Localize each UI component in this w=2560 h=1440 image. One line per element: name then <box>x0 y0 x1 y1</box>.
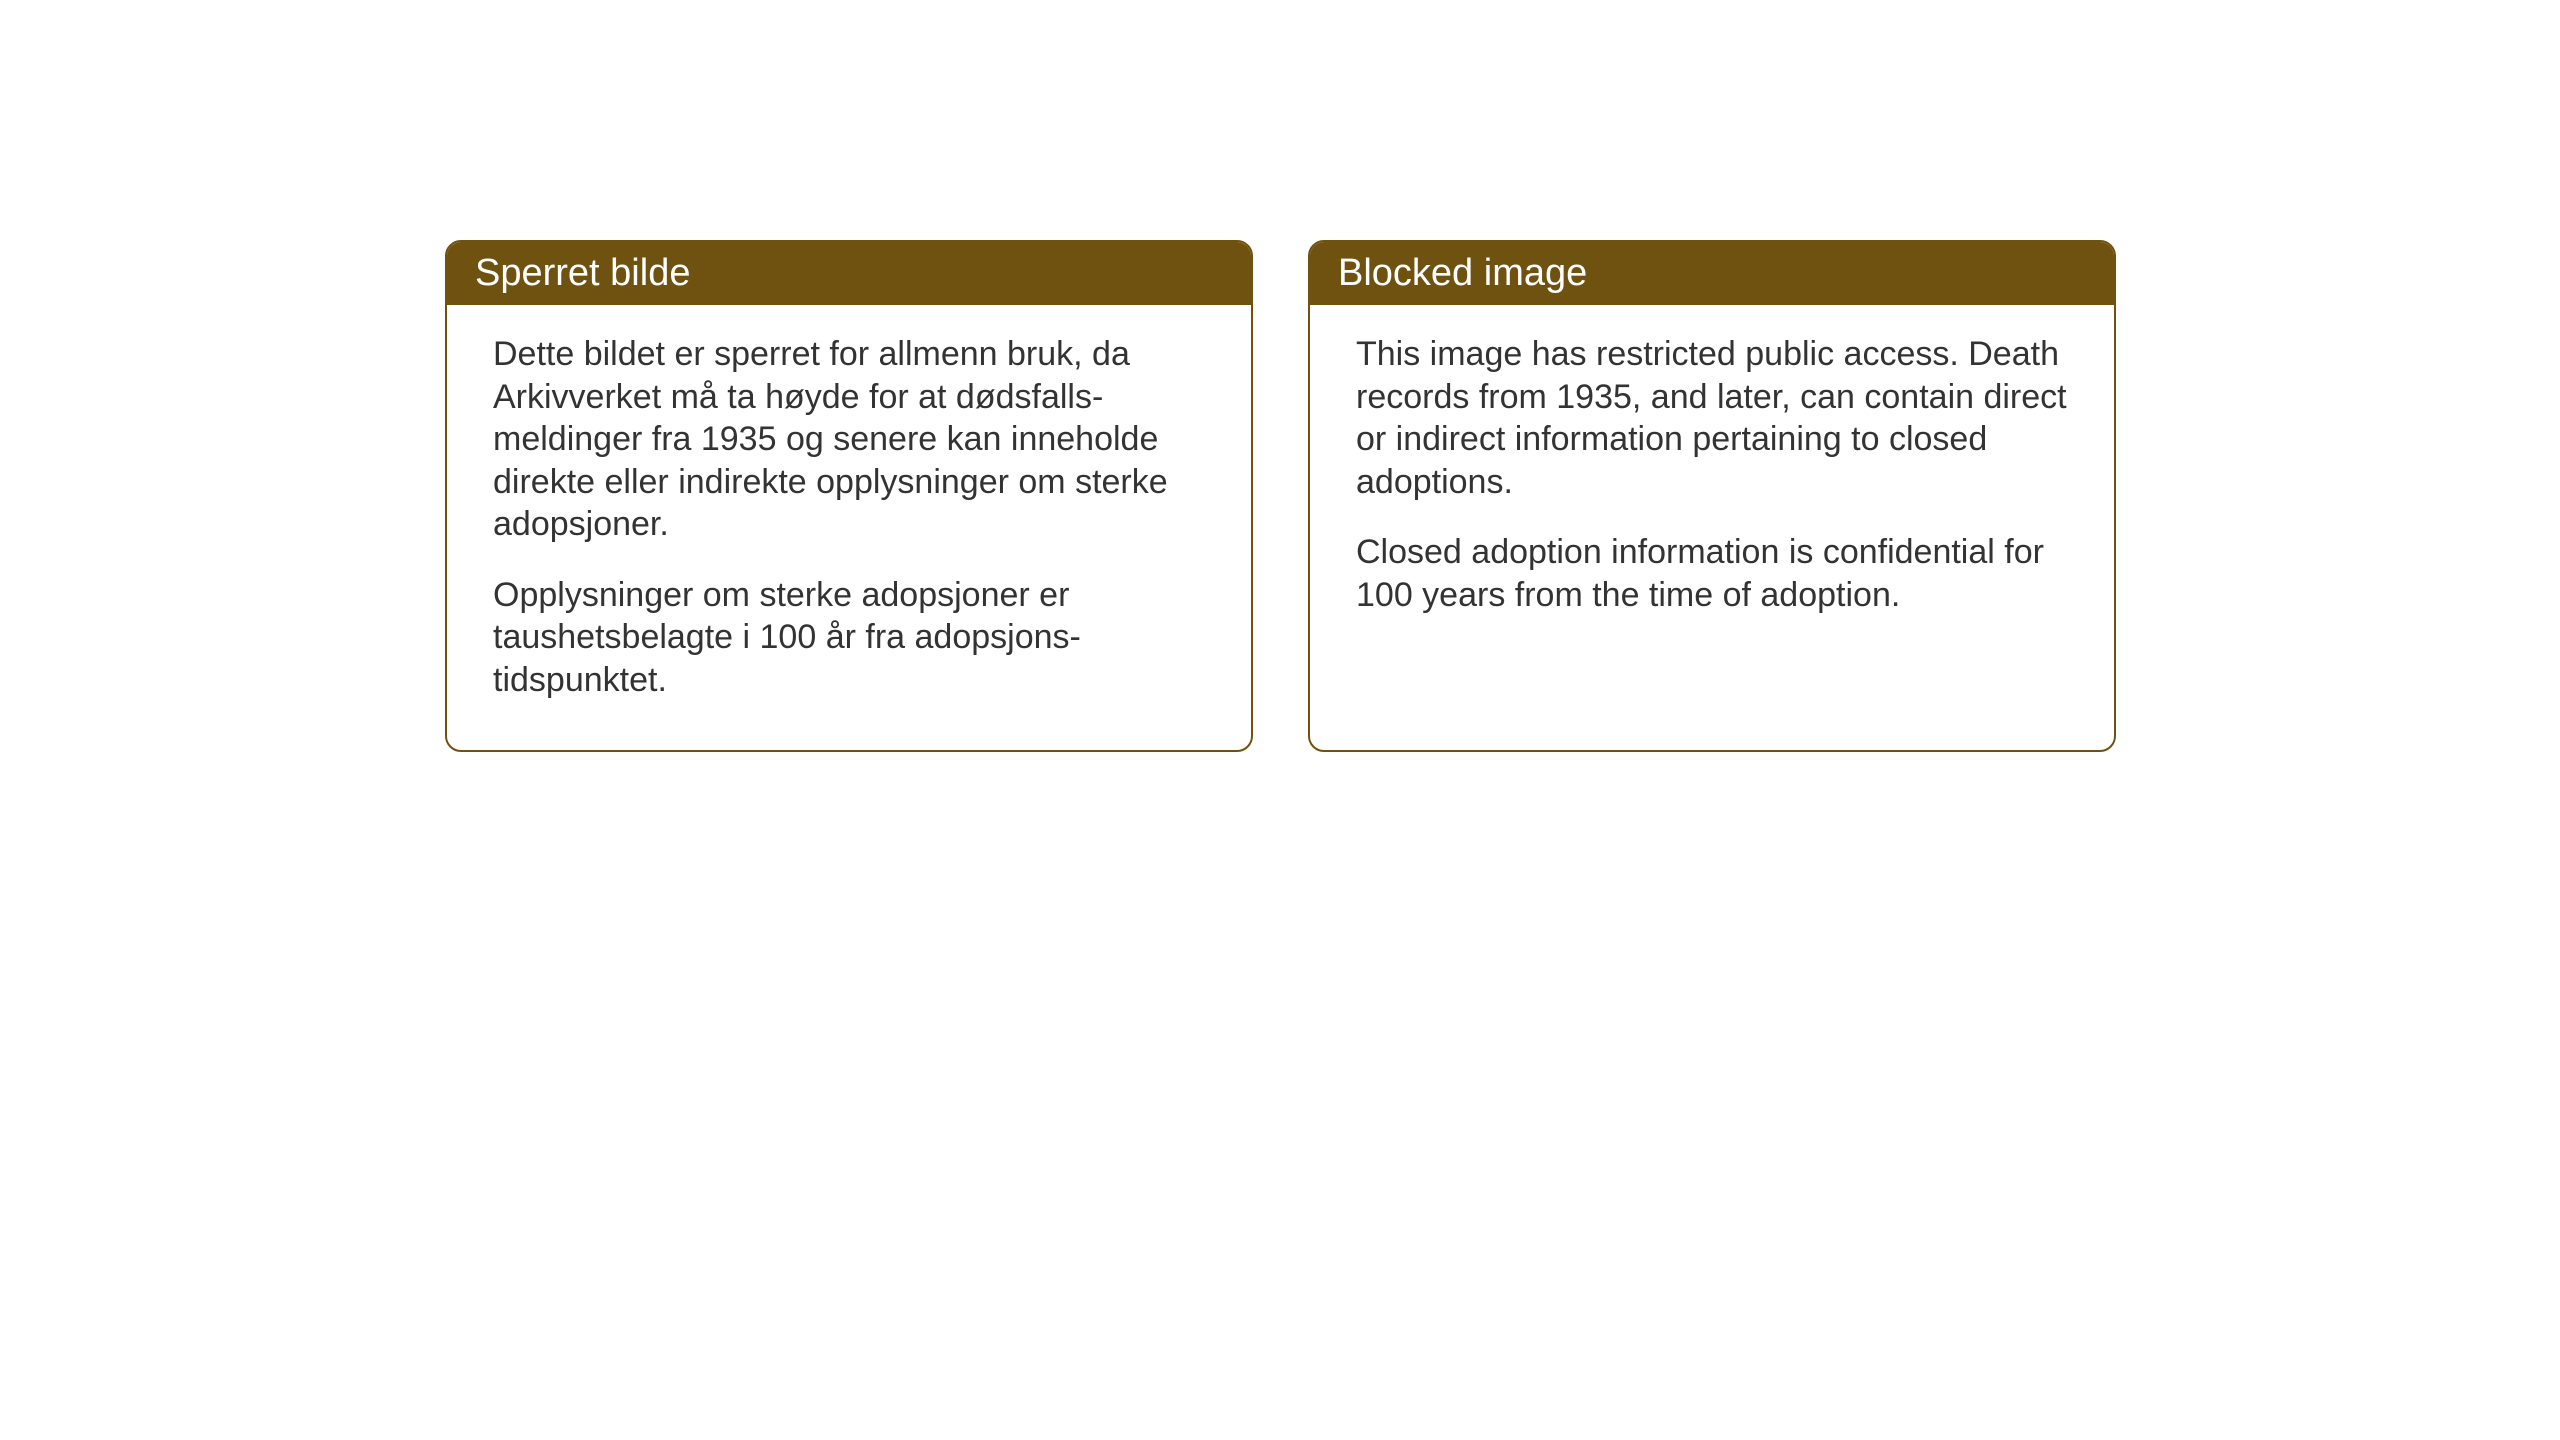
notice-paragraph-2-norwegian: Opplysninger om sterke adopsjoner er tau… <box>493 574 1205 702</box>
notice-title-norwegian: Sperret bilde <box>475 252 690 294</box>
notice-paragraph-1-norwegian: Dette bildet er sperret for allmenn bruk… <box>493 333 1205 546</box>
notice-body-norwegian: Dette bildet er sperret for allmenn bruk… <box>447 305 1251 741</box>
notice-paragraph-2-english: Closed adoption information is confident… <box>1356 531 2068 616</box>
notice-container: Sperret bilde Dette bildet er sperret fo… <box>445 240 2116 752</box>
notice-card-norwegian: Sperret bilde Dette bildet er sperret fo… <box>445 240 1253 752</box>
notice-header-norwegian: Sperret bilde <box>447 242 1251 305</box>
notice-card-english: Blocked image This image has restricted … <box>1308 240 2116 752</box>
notice-title-english: Blocked image <box>1338 252 1587 294</box>
notice-body-english: This image has restricted public access.… <box>1310 305 2114 656</box>
notice-header-english: Blocked image <box>1310 242 2114 305</box>
notice-paragraph-1-english: This image has restricted public access.… <box>1356 333 2068 503</box>
